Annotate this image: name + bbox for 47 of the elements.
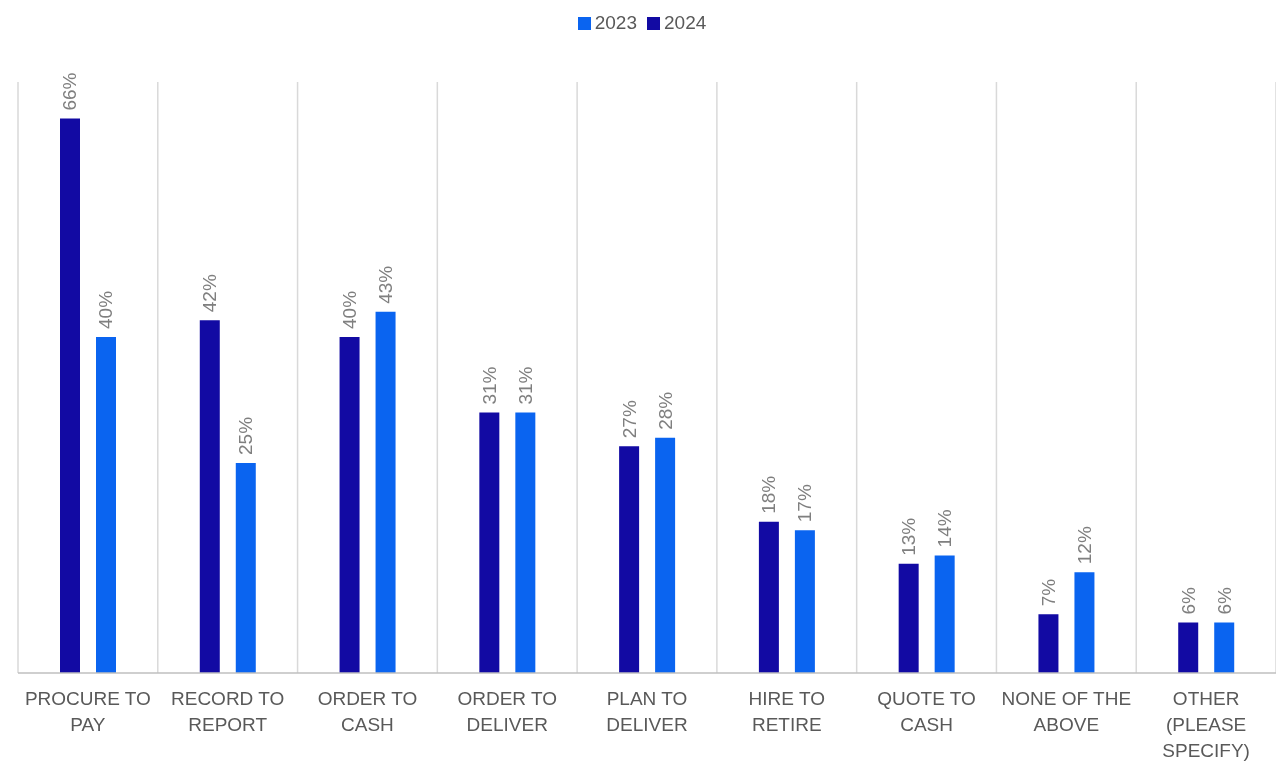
bar: [339, 336, 360, 673]
bar: [898, 563, 919, 673]
data-label: 40%: [339, 290, 361, 329]
data-label: 6%: [1177, 587, 1199, 615]
data-label: 13%: [898, 517, 920, 556]
data-label: 25%: [235, 416, 257, 455]
x-tick-label: ORDER TO DELIVER: [457, 688, 558, 735]
x-tick-label: RECORD TO REPORT: [171, 688, 285, 735]
bar: [479, 412, 500, 673]
data-label: 28%: [654, 391, 676, 430]
data-label: 12%: [1073, 526, 1095, 565]
legend-label: 2024: [664, 12, 707, 33]
data-label: 40%: [95, 290, 117, 329]
data-label: 17%: [794, 484, 816, 523]
x-tick-label: PLAN TO DELIVER: [606, 688, 688, 735]
bar: [655, 437, 676, 673]
bar: [96, 336, 116, 673]
bar: [235, 463, 256, 673]
x-tick-label: QUOTE TO CASH: [877, 688, 976, 735]
bar: [199, 320, 220, 673]
bar: [60, 118, 80, 673]
bar: [758, 521, 779, 673]
data-label: 7%: [1037, 578, 1059, 607]
data-label: 43%: [375, 265, 397, 304]
data-label: 27%: [618, 400, 640, 439]
x-tick-label: OTHER (PLEASE SPECIFY): [1162, 688, 1250, 761]
legend-label: 2023: [594, 12, 637, 33]
bar: [515, 412, 536, 673]
bar: [619, 446, 640, 673]
data-label: 14%: [934, 509, 956, 548]
bar: [375, 311, 396, 673]
bar: [794, 530, 815, 673]
bar: [1214, 622, 1235, 673]
x-tick-label: PROCURE TO PAY: [24, 688, 151, 735]
data-label: 6%: [1213, 587, 1235, 615]
data-label: 18%: [758, 475, 780, 514]
bar: [934, 555, 955, 673]
bar: [1178, 622, 1199, 673]
data-label: 66%: [59, 72, 81, 111]
bar: [1038, 614, 1059, 673]
x-tick-label: NONE OF THE ABOVE: [1001, 688, 1132, 735]
x-tick-label: ORDER TO CASH: [317, 688, 418, 735]
data-label: 42%: [199, 274, 221, 313]
data-label: 31%: [478, 366, 500, 405]
data-label: 31%: [514, 366, 536, 405]
bar: [1074, 572, 1095, 673]
x-tick-label: HIRE TO RETIRE: [748, 688, 825, 735]
